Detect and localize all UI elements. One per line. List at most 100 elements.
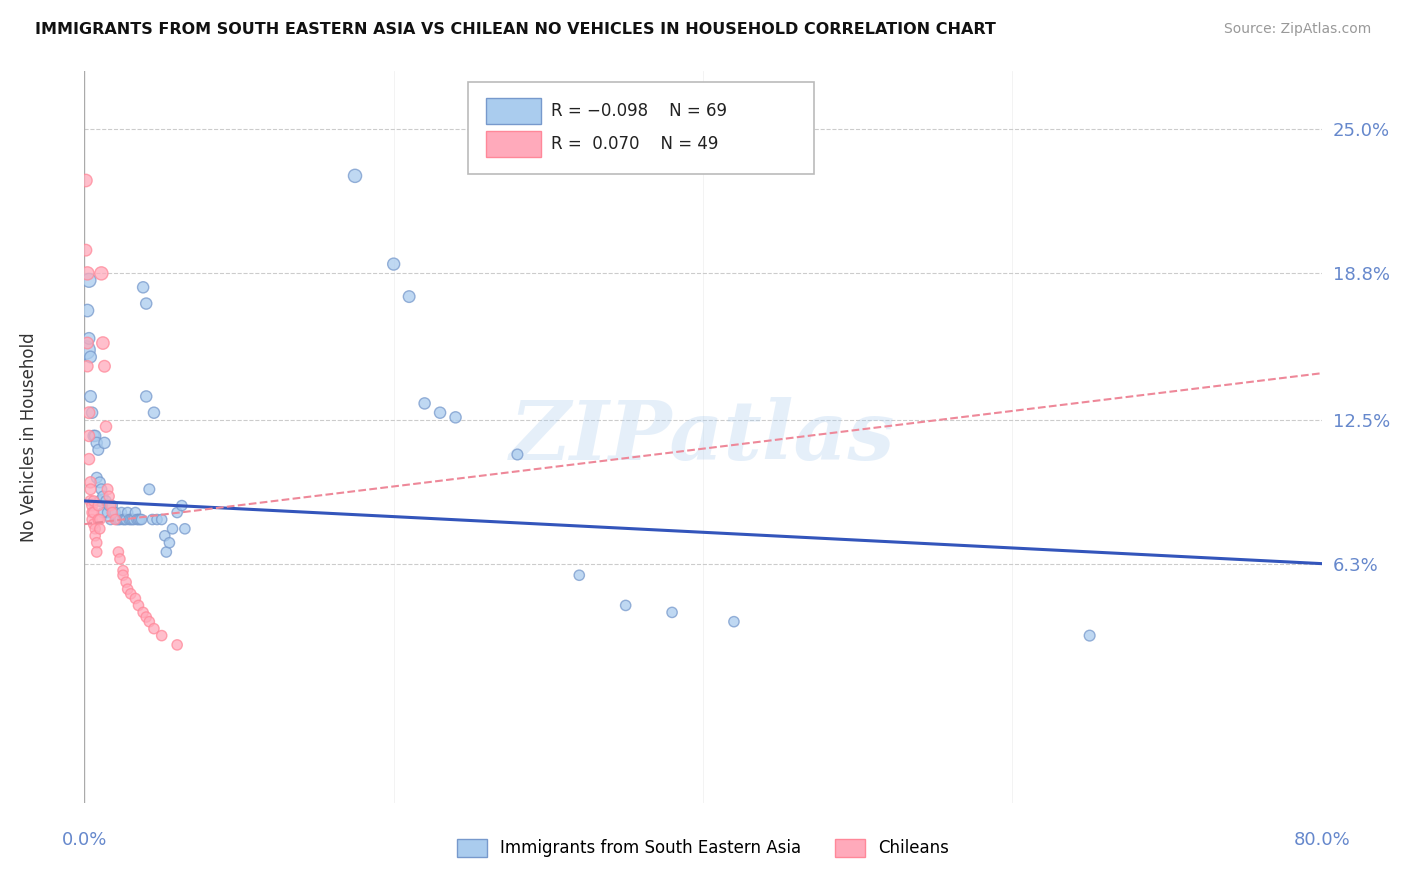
Point bbox=[76, 303, 98, 318]
Point bbox=[104, 506, 127, 520]
Point bbox=[723, 615, 745, 629]
FancyBboxPatch shape bbox=[486, 98, 541, 124]
Point bbox=[115, 575, 138, 590]
Point bbox=[110, 506, 132, 520]
Point bbox=[86, 535, 108, 549]
Point bbox=[89, 475, 111, 490]
Point bbox=[77, 452, 100, 467]
Point bbox=[89, 522, 111, 536]
Point bbox=[79, 350, 101, 364]
Point bbox=[90, 266, 112, 280]
Text: Source: ZipAtlas.com: Source: ZipAtlas.com bbox=[1223, 22, 1371, 37]
Point bbox=[91, 506, 114, 520]
Point bbox=[382, 257, 405, 271]
Point bbox=[76, 359, 98, 374]
Point bbox=[1078, 629, 1101, 643]
Point bbox=[101, 499, 124, 513]
Point bbox=[614, 599, 637, 613]
Point bbox=[87, 442, 110, 457]
Point bbox=[84, 522, 107, 536]
Point bbox=[104, 512, 127, 526]
FancyBboxPatch shape bbox=[468, 82, 814, 174]
Point bbox=[112, 564, 135, 578]
Point bbox=[135, 389, 157, 403]
Point bbox=[124, 506, 146, 520]
Point bbox=[398, 290, 420, 304]
Point bbox=[132, 280, 155, 294]
Point bbox=[87, 499, 110, 513]
Point bbox=[174, 522, 197, 536]
Point bbox=[143, 406, 166, 420]
Point bbox=[76, 266, 98, 280]
Point bbox=[83, 429, 105, 443]
Point bbox=[96, 483, 118, 497]
Point bbox=[125, 512, 148, 526]
Point bbox=[166, 638, 188, 652]
Point bbox=[75, 243, 97, 257]
Point bbox=[79, 389, 101, 403]
Point bbox=[661, 606, 683, 620]
Point bbox=[135, 296, 157, 310]
Point bbox=[82, 499, 104, 513]
FancyBboxPatch shape bbox=[486, 130, 541, 157]
Point bbox=[135, 610, 157, 624]
Point bbox=[112, 568, 135, 582]
Point bbox=[84, 529, 107, 543]
Point bbox=[117, 506, 139, 520]
Point bbox=[83, 494, 105, 508]
Point bbox=[155, 545, 177, 559]
Point bbox=[75, 343, 97, 357]
Point bbox=[100, 499, 122, 513]
Point bbox=[90, 483, 112, 497]
Point bbox=[82, 406, 104, 420]
Point bbox=[101, 506, 124, 520]
Point bbox=[89, 512, 111, 526]
Point bbox=[84, 429, 107, 443]
Text: R = −0.098    N = 69: R = −0.098 N = 69 bbox=[551, 102, 727, 120]
Point bbox=[105, 512, 128, 526]
Point bbox=[166, 506, 188, 520]
Point bbox=[444, 410, 467, 425]
Point bbox=[112, 512, 135, 526]
Point bbox=[100, 512, 122, 526]
Point bbox=[114, 512, 136, 526]
Point bbox=[76, 336, 98, 351]
Point bbox=[94, 494, 117, 508]
Point bbox=[138, 483, 160, 497]
Point bbox=[87, 512, 110, 526]
Point bbox=[91, 489, 114, 503]
Point bbox=[115, 512, 138, 526]
Point bbox=[108, 552, 131, 566]
Point bbox=[120, 587, 142, 601]
Point bbox=[118, 512, 141, 526]
Point bbox=[162, 522, 184, 536]
Point bbox=[506, 448, 529, 462]
Point bbox=[343, 169, 366, 183]
Legend: Immigrants from South Eastern Asia, Chileans: Immigrants from South Eastern Asia, Chil… bbox=[450, 832, 956, 864]
Point bbox=[75, 173, 97, 187]
Text: ZIPatlas: ZIPatlas bbox=[510, 397, 896, 477]
Point bbox=[146, 512, 169, 526]
Point bbox=[86, 471, 108, 485]
Point bbox=[120, 512, 142, 526]
Point bbox=[138, 615, 160, 629]
Point bbox=[96, 506, 118, 520]
Text: No Vehicles in Household: No Vehicles in Household bbox=[20, 332, 38, 542]
Point bbox=[141, 512, 163, 526]
Point bbox=[82, 506, 104, 520]
Point bbox=[77, 429, 100, 443]
Point bbox=[83, 506, 105, 520]
Point bbox=[122, 512, 145, 526]
Point bbox=[429, 406, 451, 420]
Point bbox=[121, 512, 143, 526]
Point bbox=[131, 512, 153, 526]
Point bbox=[107, 545, 129, 559]
Point bbox=[103, 506, 125, 520]
Point bbox=[77, 273, 100, 287]
Point bbox=[150, 512, 173, 526]
Point bbox=[170, 499, 193, 513]
Text: R =  0.070    N = 49: R = 0.070 N = 49 bbox=[551, 135, 718, 153]
Point bbox=[79, 483, 101, 497]
Point bbox=[86, 545, 108, 559]
Point bbox=[153, 529, 176, 543]
